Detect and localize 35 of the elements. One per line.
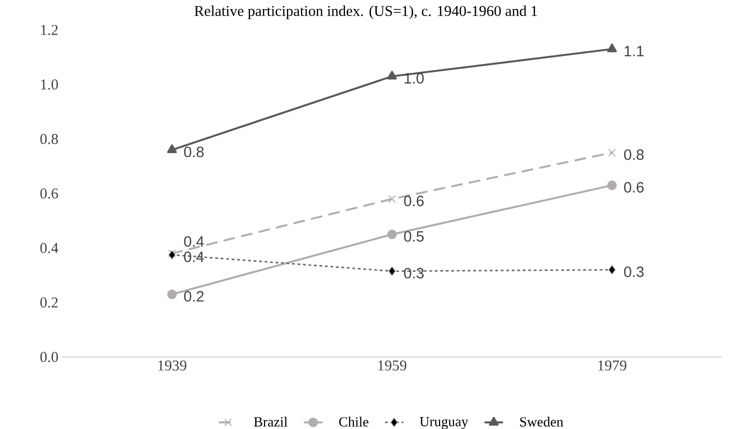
point [607,180,617,190]
x-tick-label: 1979 [598,360,626,371]
y-tick-label: 0.4 [40,242,58,254]
y-tick-label: 0.6 [40,188,58,199]
x-tick-label: 1959 [378,360,406,371]
data-label: 0.4 [184,236,204,247]
data-label: 0.6 [404,196,424,206]
point [387,70,397,80]
y-tick-label: 1.0 [41,79,58,90]
data-label: 0.6 [624,182,644,193]
point [607,44,617,52]
y-tick-label: 0.0 [40,352,58,362]
data-label: 0.8 [624,149,644,160]
point [608,148,616,156]
chart-title: Relative participation index. (US=1), c. 1940-1960 and 1 [194,6,538,20]
x-tick-label: 1939 [158,360,186,371]
data-label: 1.1 [624,46,644,56]
data-label: 0.2 [184,291,204,302]
legend-label: Sweden [520,416,564,427]
point [387,230,397,240]
data-label: 0.5 [404,231,424,242]
data-label: 0.8 [184,146,204,158]
legend-label: Chile [339,416,368,427]
point [167,290,177,300]
y-tick-label: 1.2 [41,24,58,36]
point [167,144,177,154]
data-label: 0.3 [404,268,424,278]
y-tick-label: 0.8 [40,134,58,144]
data-label: 0.4 [184,252,204,262]
y-tick-label: 0.2 [40,297,58,308]
legend-label: Uruguay [420,417,468,429]
point [388,195,396,203]
data-label: 1.0 [404,73,424,84]
data-label: 0.3 [624,266,644,278]
legend-label: Brazil [254,416,288,427]
